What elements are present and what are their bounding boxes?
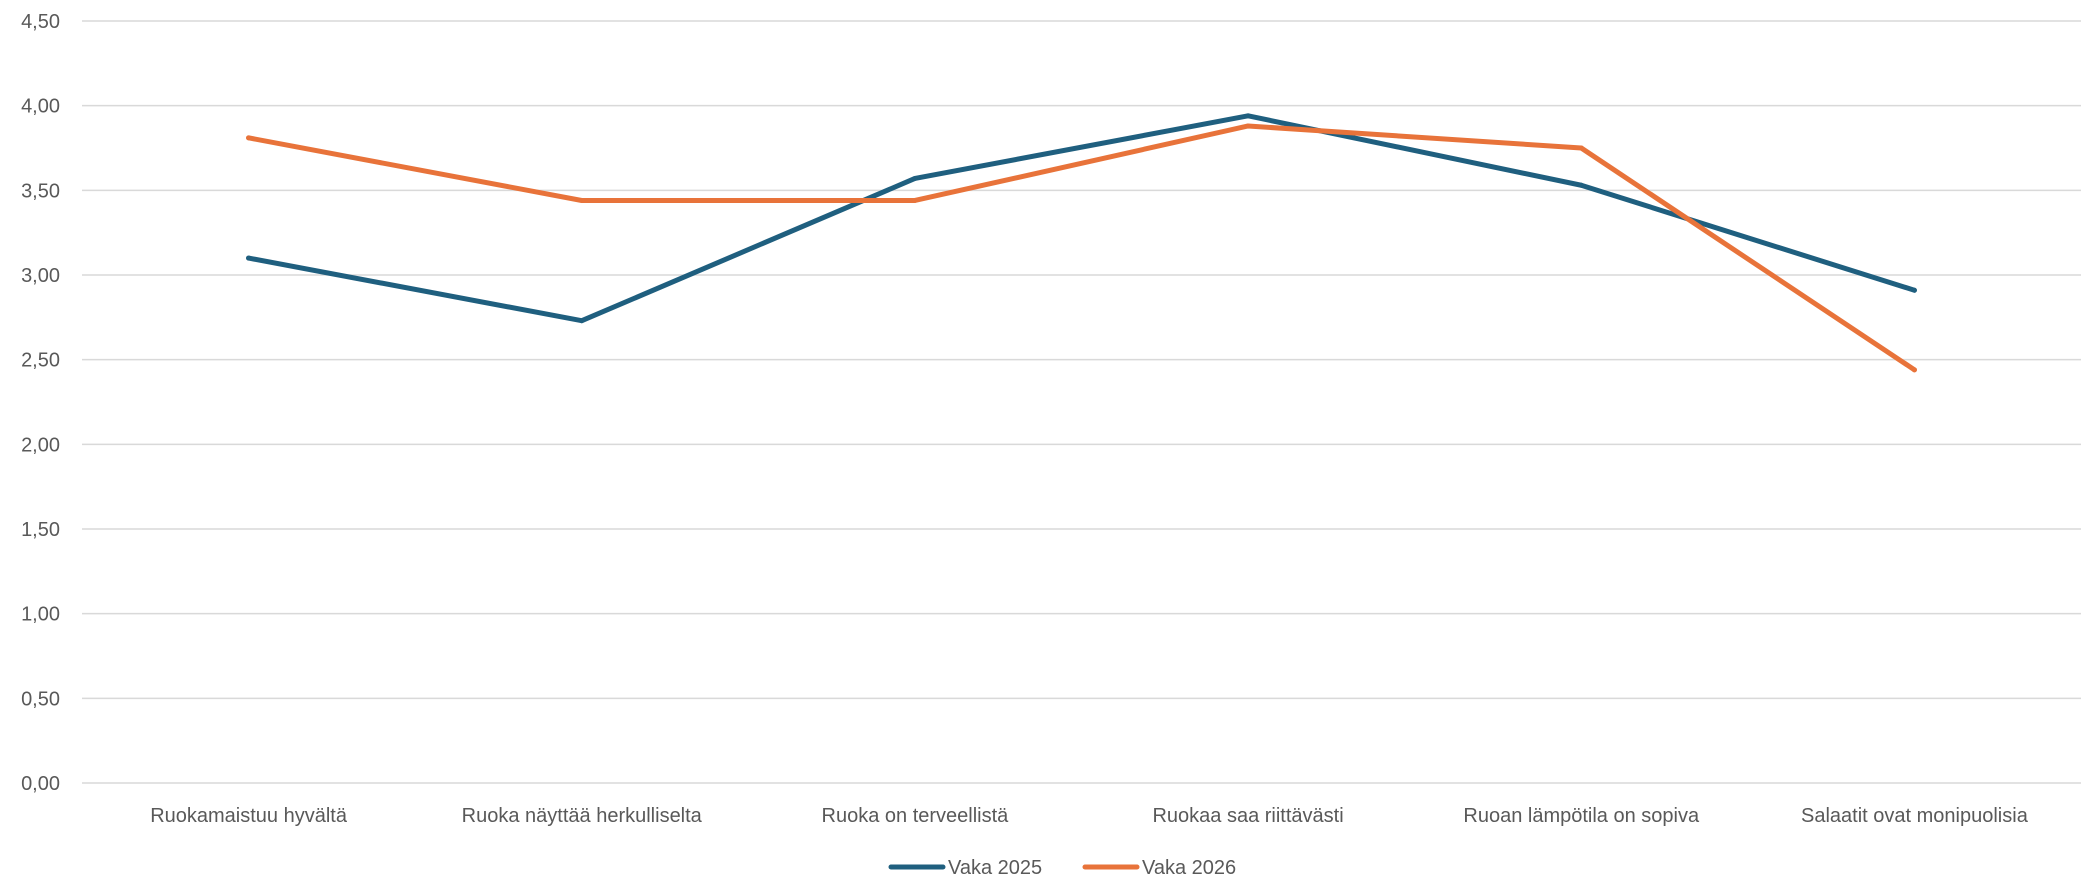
x-tick-label: Ruokamaistuu hyvältä [150,805,348,827]
legend-item: Vaka 2025 [888,857,1042,878]
y-tick-label: 3,00 [21,265,60,287]
y-tick-label: 0,00 [21,773,60,795]
data-point [1245,113,1251,119]
data-point [246,135,252,141]
data-point [912,175,918,181]
x-tick-label: Salaatit ovat monipuolisia [1801,805,2029,827]
legend-label: Vaka 2025 [948,857,1042,878]
series-line-2 [246,123,1917,373]
y-tick-label: 2,00 [21,434,60,456]
data-point [246,255,252,261]
data-point [1578,145,1584,151]
y-axis: 0,00 0,50 1,00 1,50 2,00 2,50 3,00 3,50 4,00 4,50 [21,11,60,795]
y-tick-label: 1,50 [21,519,60,541]
y-tick-label: 2,50 [21,350,60,372]
data-point [912,197,918,203]
x-tick-label: Ruoka näyttää herkulliselta [462,805,703,827]
gridlines [82,20,2081,784]
y-tick-label: 4,50 [21,11,60,33]
data-point [1245,123,1251,129]
y-tick-label: 1,00 [21,604,60,626]
y-tick-label: 3,50 [21,180,60,202]
y-tick-label: 0,50 [21,688,60,710]
data-point [1578,182,1584,188]
data-point [1911,367,1917,373]
x-tick-label: Ruoan lämpötila on sopiva [1463,805,1700,827]
series-lines [246,113,1917,373]
data-point [1911,287,1917,293]
series-line-1 [246,113,1917,324]
data-point [579,197,585,203]
legend-label: Vaka 2026 [1142,857,1236,878]
legend: Vaka 2025 Vaka 2026 [888,857,1236,878]
x-tick-label: Ruokaa saa riittävästi [1152,805,1343,827]
legend-item: Vaka 2026 [1082,857,1236,878]
x-axis: Ruokamaistuu hyvältä Ruoka näyttää herkul… [150,805,2028,827]
y-tick-label: 4,00 [21,96,60,118]
x-tick-label: Ruoka on terveellistä [822,805,1010,827]
data-point [579,318,585,324]
